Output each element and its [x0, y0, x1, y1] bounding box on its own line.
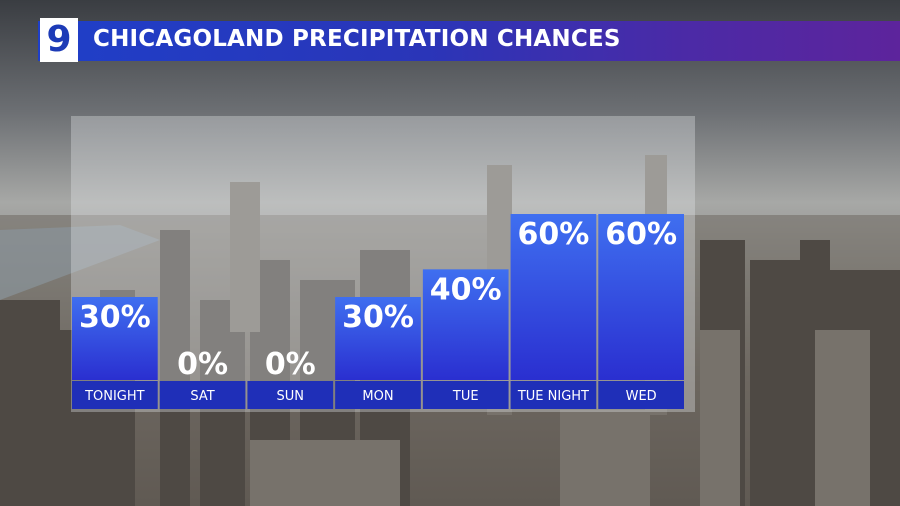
category-label: WED	[626, 389, 657, 404]
category-label: TONIGHT	[84, 389, 145, 404]
bar-value-label: 40%	[430, 272, 502, 307]
bar-value-label: 60%	[518, 217, 590, 252]
bar-value-label: 0%	[265, 347, 316, 382]
bar-value-label: 0%	[177, 347, 228, 382]
logo-text: 9	[46, 19, 72, 60]
category-strip	[598, 381, 684, 409]
bar-tue-night	[510, 214, 597, 380]
bar-value-label: 30%	[342, 300, 414, 335]
category-strip	[422, 381, 509, 409]
category-strip	[159, 381, 246, 409]
bar-wed	[598, 214, 684, 380]
category-label: SAT	[190, 389, 214, 404]
channel-logo: 9	[40, 18, 78, 62]
page-title: CHICAGOLAND PRECIPITATION CHANCES	[93, 26, 621, 52]
category-strip	[335, 381, 421, 409]
bar-mon	[335, 297, 421, 380]
category-strip	[247, 381, 334, 409]
category-strip	[72, 381, 158, 409]
bar-tonight	[72, 297, 158, 380]
category-label: TUE NIGHT	[517, 389, 589, 404]
bar-value-label: 60%	[605, 217, 677, 252]
category-label: TUE	[452, 389, 479, 404]
bar-value-label: 30%	[79, 300, 151, 335]
category-label: MON	[362, 389, 393, 404]
title-bar	[38, 21, 900, 61]
category-strip	[510, 381, 597, 409]
bar-tue	[422, 269, 509, 380]
category-label: SUN	[277, 389, 305, 404]
